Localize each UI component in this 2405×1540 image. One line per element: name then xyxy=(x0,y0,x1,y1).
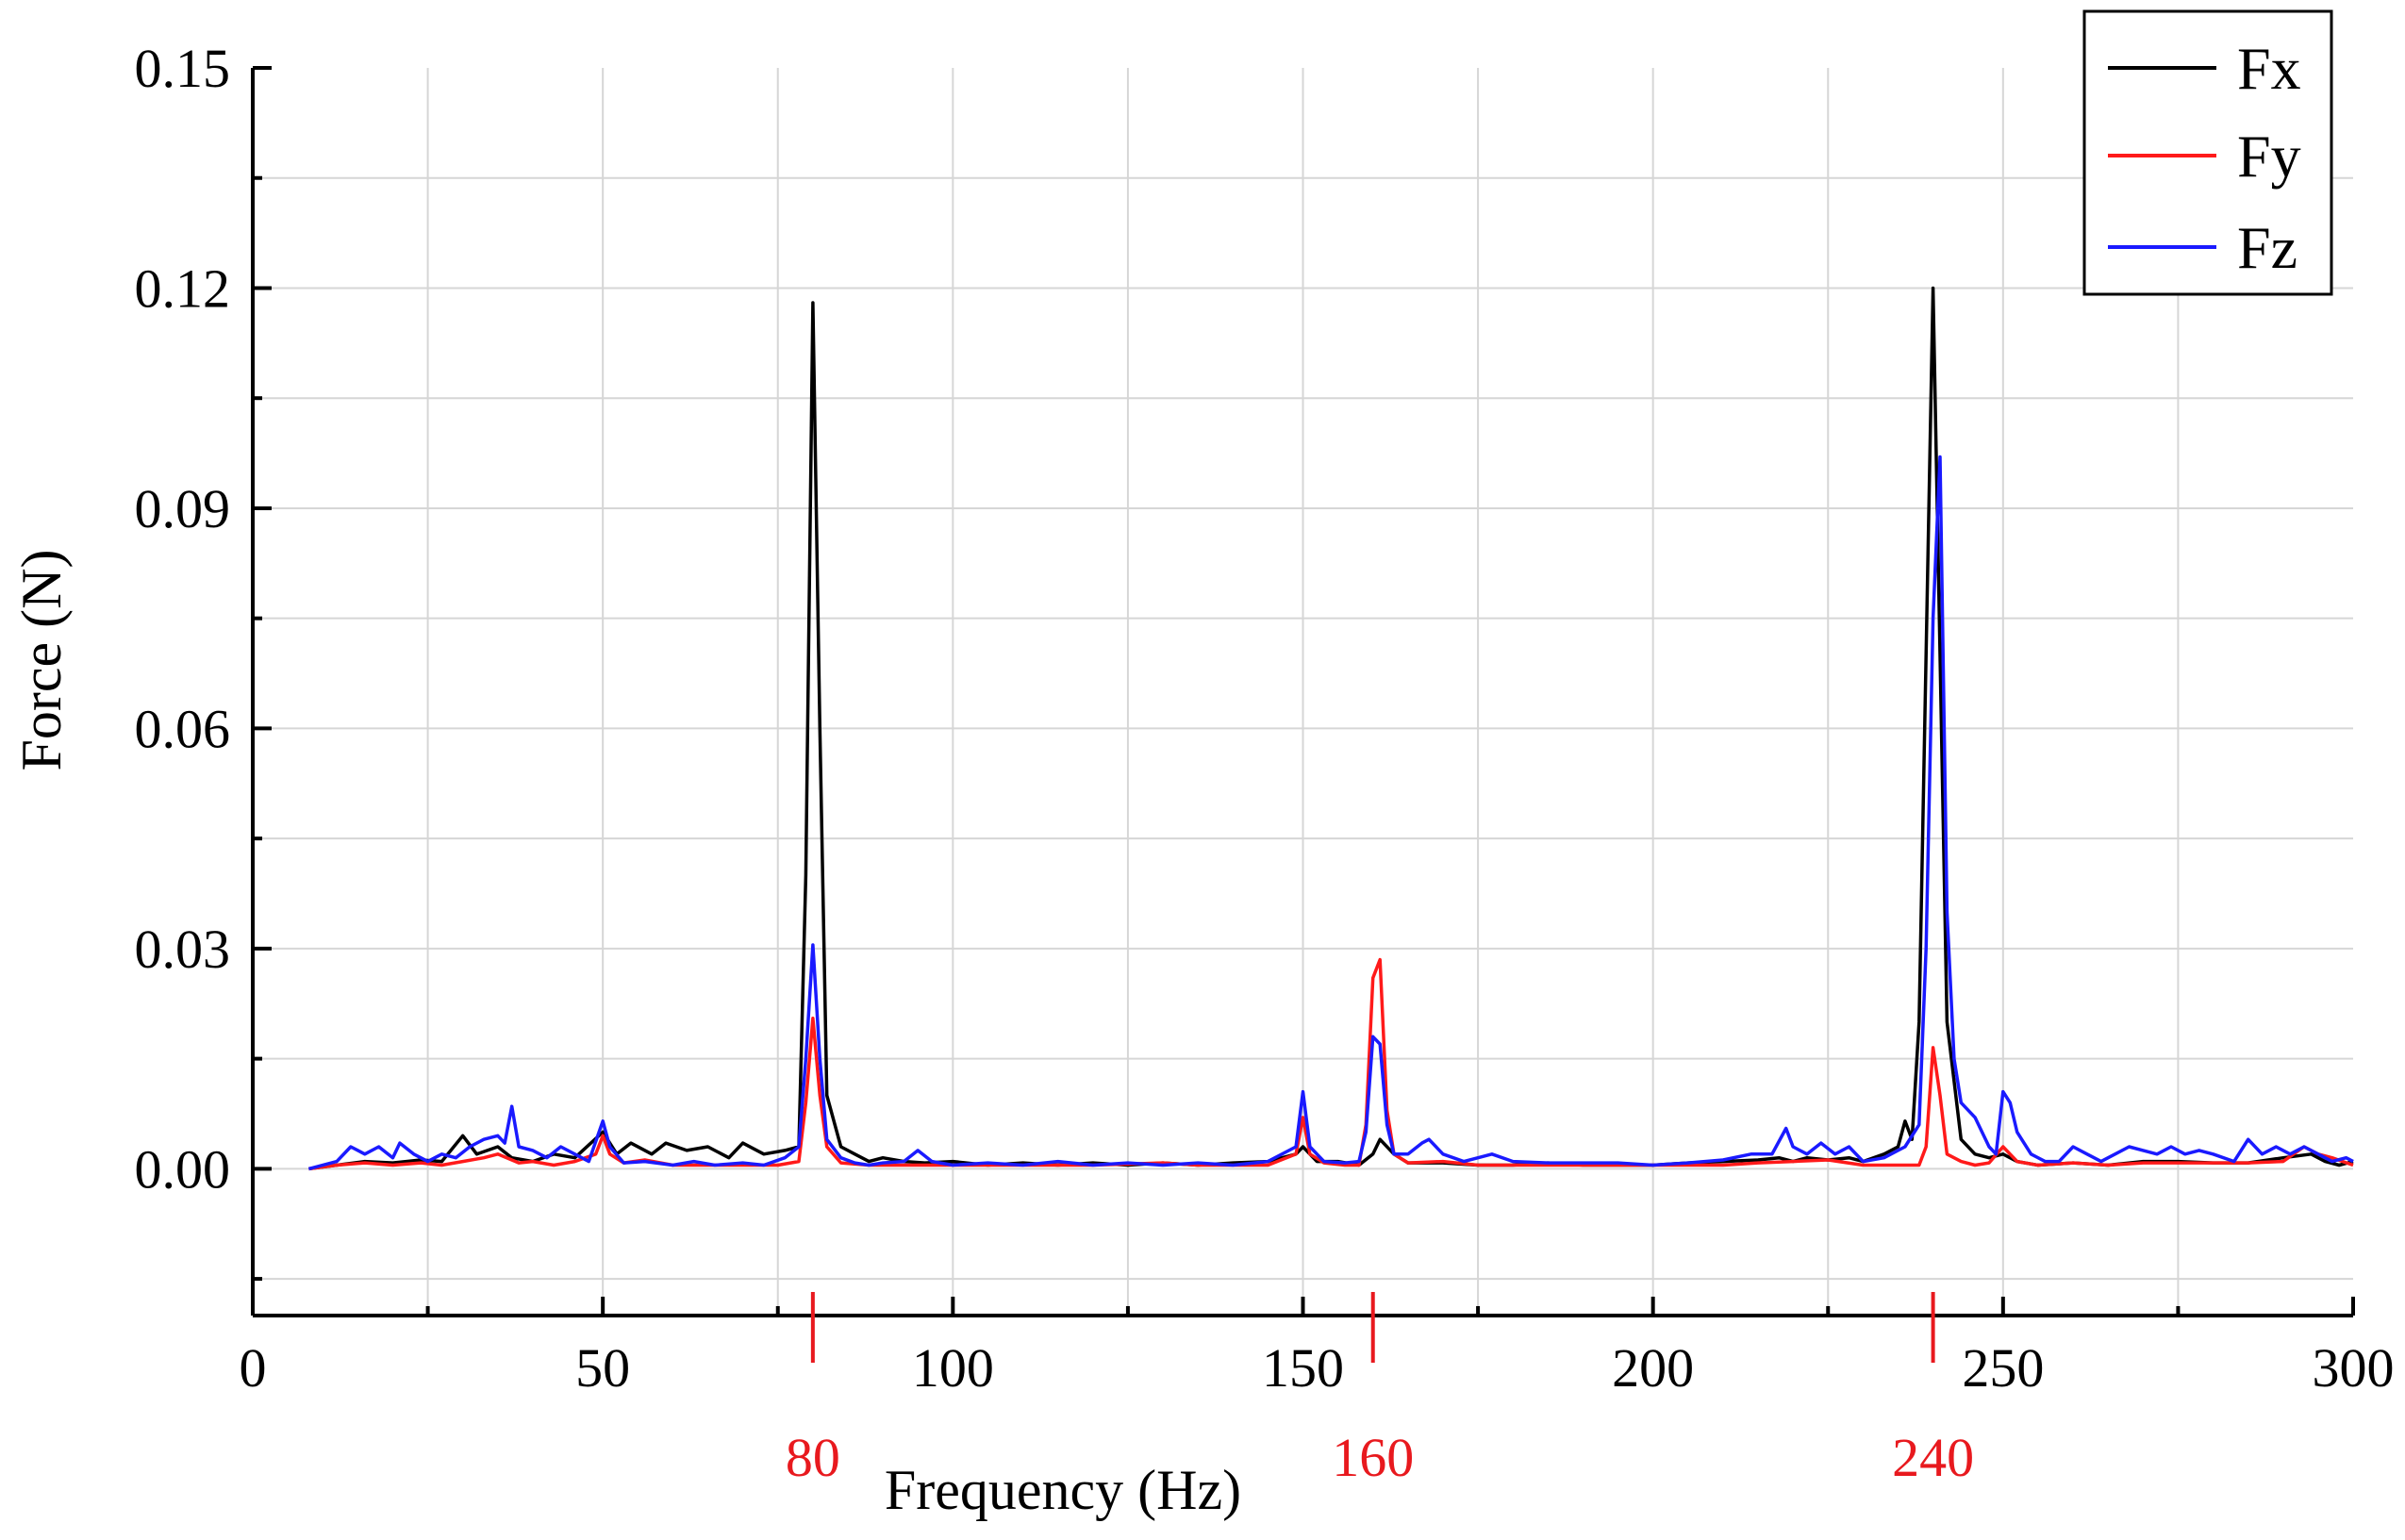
x-axis-title: Frequency (Hz) xyxy=(885,1459,1241,1521)
y-tick-label: 0.03 xyxy=(135,919,231,980)
legend-label-fz: Fz xyxy=(2237,214,2297,281)
y-tick-label: 0.15 xyxy=(135,38,231,99)
legend-label-fy: Fy xyxy=(2237,123,2301,190)
x-tick-label: 100 xyxy=(912,1337,994,1399)
marker-label-160: 160 xyxy=(1332,1427,1414,1488)
x-tick-label: 300 xyxy=(2313,1337,2395,1399)
y-tick-label: 0.09 xyxy=(135,478,231,539)
marker-label-80: 80 xyxy=(786,1427,840,1488)
legend: Fx Fy Fz xyxy=(2082,9,2333,296)
x-tick-label: 50 xyxy=(575,1337,630,1399)
legend-label-fx: Fx xyxy=(2237,35,2301,102)
y-axis-title: Force (N) xyxy=(10,550,73,771)
y-tick-label: 0.00 xyxy=(135,1138,231,1200)
highlight-markers: 80 160 240 xyxy=(786,1292,1974,1488)
plot-series xyxy=(307,286,2354,1171)
axes: 0.00 0.03 0.06 0.09 0.12 0.15 0 50 100 150 200 250 3… xyxy=(135,38,2395,1399)
y-tick-label: 0.12 xyxy=(135,257,231,319)
x-tick-label: 150 xyxy=(1262,1337,1344,1399)
x-tick-label: 0 xyxy=(240,1337,267,1399)
x-tick-label: 200 xyxy=(1612,1337,1694,1399)
series-line-fz xyxy=(307,455,2354,1171)
x-tick-label: 250 xyxy=(1962,1337,2044,1399)
marker-label-240: 240 xyxy=(1892,1427,1974,1488)
y-tick-label: 0.06 xyxy=(135,698,231,759)
